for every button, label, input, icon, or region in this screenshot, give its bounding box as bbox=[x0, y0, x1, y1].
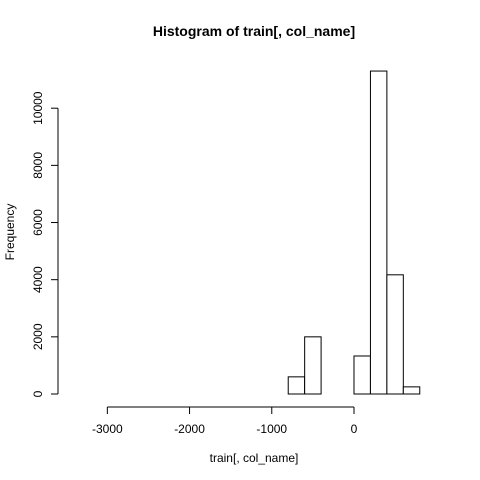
y-axis: 0 2000 4000 6000 8000 10000 bbox=[31, 91, 59, 397]
histogram-bars bbox=[287, 70, 421, 395]
y-tick-label: 6000 bbox=[31, 209, 45, 236]
y-tick-label: 0 bbox=[31, 390, 45, 397]
x-tick-label: -1000 bbox=[256, 422, 287, 436]
y-tick-label: 10000 bbox=[31, 91, 45, 125]
y-tick-label: 4000 bbox=[31, 266, 45, 293]
chart-title: Histogram of train[, col_name] bbox=[153, 23, 355, 39]
histogram-bar bbox=[402, 386, 421, 395]
histogram-bar bbox=[287, 376, 306, 395]
x-tick-label: -2000 bbox=[174, 422, 205, 436]
histogram-bar bbox=[369, 70, 388, 395]
histogram-bar bbox=[386, 274, 404, 395]
x-tick-label: 0 bbox=[351, 422, 358, 436]
histogram-bar bbox=[304, 336, 322, 395]
x-axis: -3000 -2000 -1000 0 bbox=[92, 406, 358, 436]
y-tick-label: 8000 bbox=[31, 152, 45, 179]
x-tick-label: -3000 bbox=[92, 422, 123, 436]
y-tick-label: 2000 bbox=[31, 323, 45, 350]
y-axis-label: Frequency bbox=[3, 204, 17, 261]
histogram-bar bbox=[353, 355, 371, 395]
x-axis-label: train[, col_name] bbox=[210, 451, 299, 465]
